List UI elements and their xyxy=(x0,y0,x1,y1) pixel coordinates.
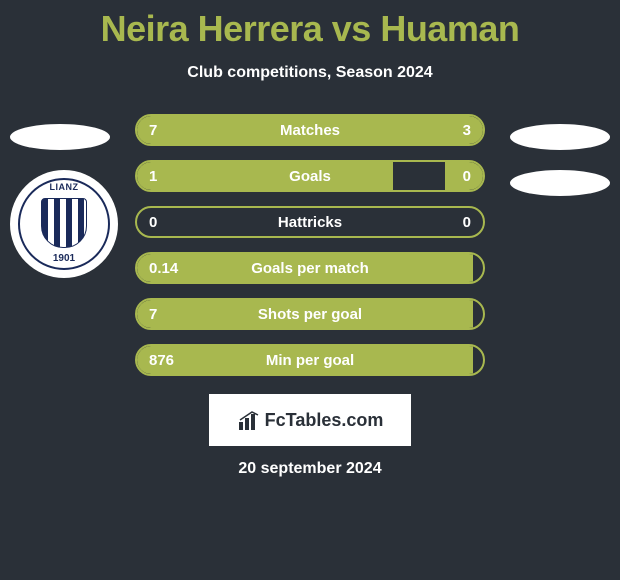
stat-row: 0.14 Goals per match xyxy=(0,252,620,284)
stat-row: 1 0 Goals xyxy=(0,160,620,192)
stat-label: Goals xyxy=(289,168,331,185)
stat-label: Goals per match xyxy=(251,260,369,277)
stat-row: 876 Min per goal xyxy=(0,344,620,376)
logo-text: FcTables.com xyxy=(265,410,384,431)
stat-label: Hattricks xyxy=(278,214,342,231)
stat-value-left: 1 xyxy=(149,168,157,185)
stat-bar: 7 Shots per goal xyxy=(135,298,485,330)
stat-bar: 0.14 Goals per match xyxy=(135,252,485,284)
stat-row: 7 Shots per goal xyxy=(0,298,620,330)
bar-fill-left xyxy=(137,162,393,190)
date-text: 20 september 2024 xyxy=(0,460,620,478)
chart-icon xyxy=(237,408,261,432)
stat-bar: 876 Min per goal xyxy=(135,344,485,376)
stat-bar: 1 0 Goals xyxy=(135,160,485,192)
fctables-logo[interactable]: FcTables.com xyxy=(209,394,411,446)
stat-value-left: 0.14 xyxy=(149,260,178,277)
stat-row: 7 3 Matches xyxy=(0,114,620,146)
stat-label: Matches xyxy=(280,122,340,139)
stat-label: Shots per goal xyxy=(258,306,362,323)
stat-value-left: 7 xyxy=(149,122,157,139)
stat-value-right: 0 xyxy=(463,214,471,231)
stat-row: 0 0 Hattricks xyxy=(0,206,620,238)
stat-bar: 7 3 Matches xyxy=(135,114,485,146)
bar-fill-left xyxy=(137,116,379,144)
stat-value-right: 3 xyxy=(463,122,471,139)
stat-value-left: 7 xyxy=(149,306,157,323)
stat-bar: 0 0 Hattricks xyxy=(135,206,485,238)
stats-container: 7 3 Matches 1 0 Goals 0 0 Hattricks 0.14 Goals per… xyxy=(0,114,620,376)
stat-value-left: 876 xyxy=(149,352,174,369)
subtitle: Club competitions, Season 2024 xyxy=(0,64,620,82)
page-title: Neira Herrera vs Huaman xyxy=(0,0,620,50)
stat-value-right: 0 xyxy=(463,168,471,185)
stat-value-left: 0 xyxy=(149,214,157,231)
stat-label: Min per goal xyxy=(266,352,354,369)
